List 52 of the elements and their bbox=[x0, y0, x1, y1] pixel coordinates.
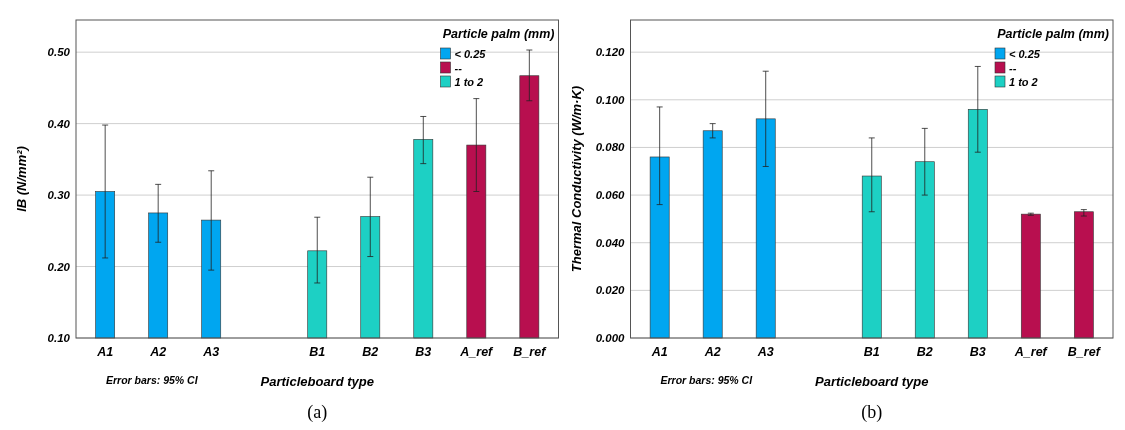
legend-label: < 0.25 bbox=[1009, 47, 1041, 60]
bar bbox=[755, 118, 776, 339]
y-axis-title: IB (N/mm²) bbox=[14, 146, 29, 212]
y-axis-title: Thermal Conductivity (W/m·K) bbox=[568, 85, 584, 273]
legend-label: 1 to 2 bbox=[454, 75, 484, 88]
x-tick-label: A2 bbox=[703, 345, 721, 359]
y-tick-label: 0.020 bbox=[595, 284, 626, 297]
bar bbox=[702, 130, 723, 339]
y-tick-label: 0.120 bbox=[595, 46, 626, 59]
y-tick-label: 0.40 bbox=[47, 117, 71, 130]
y-tick-label: 0.30 bbox=[47, 189, 71, 202]
y-tick-label: 0.50 bbox=[47, 46, 71, 59]
bar bbox=[649, 156, 670, 339]
y-tick-label: 0.10 bbox=[47, 332, 71, 345]
x-tick-label: B1 bbox=[309, 345, 326, 359]
x-tick-label: A1 bbox=[96, 345, 114, 359]
text: Error bars: 95% CI bbox=[660, 374, 754, 386]
bar bbox=[1073, 211, 1094, 339]
x-tick-label: A1 bbox=[650, 345, 668, 359]
bar bbox=[861, 175, 882, 339]
text: Error bars: 95% CI bbox=[106, 374, 199, 386]
legend-label: 1 to 2 bbox=[1009, 75, 1038, 88]
x-tick-label: B3 bbox=[969, 345, 986, 359]
x-tick-label: B_ref bbox=[513, 345, 548, 359]
y-tick-label: 0.060 bbox=[595, 189, 626, 202]
text: (a) bbox=[307, 402, 328, 423]
y-tick-label: 0.080 bbox=[595, 141, 626, 154]
legend-title: Particle palm (mm) bbox=[442, 27, 555, 41]
bar bbox=[914, 161, 935, 339]
x-tick-label: B1 bbox=[863, 345, 880, 359]
x-tick-label: A_ref bbox=[1013, 345, 1049, 359]
x-tick-label: B2 bbox=[916, 345, 933, 359]
x-axis-title: Particleboard type bbox=[815, 374, 929, 389]
x-axis-title: Particleboard type bbox=[260, 374, 374, 389]
x-tick-label: A2 bbox=[149, 345, 167, 359]
legend-label: -- bbox=[454, 61, 463, 74]
text: (b) bbox=[861, 402, 883, 423]
y-tick-label: 0.20 bbox=[47, 260, 71, 273]
y-tick-label: 0.040 bbox=[595, 236, 626, 249]
x-tick-label: A_ref bbox=[459, 345, 495, 359]
legend-title: Particle palm (mm) bbox=[997, 27, 1109, 41]
y-tick-label: 0.100 bbox=[595, 93, 626, 106]
x-tick-label: A3 bbox=[202, 345, 220, 359]
x-tick-label: B_ref bbox=[1067, 345, 1102, 359]
legend-label: -- bbox=[1009, 61, 1017, 74]
legend-label: < 0.25 bbox=[454, 47, 487, 60]
bar bbox=[1020, 213, 1041, 339]
bar bbox=[967, 109, 988, 339]
y-tick-label: 0.000 bbox=[595, 332, 626, 345]
x-tick-label: B2 bbox=[362, 345, 379, 359]
x-tick-label: A3 bbox=[756, 345, 774, 359]
x-tick-label: B3 bbox=[415, 345, 432, 359]
